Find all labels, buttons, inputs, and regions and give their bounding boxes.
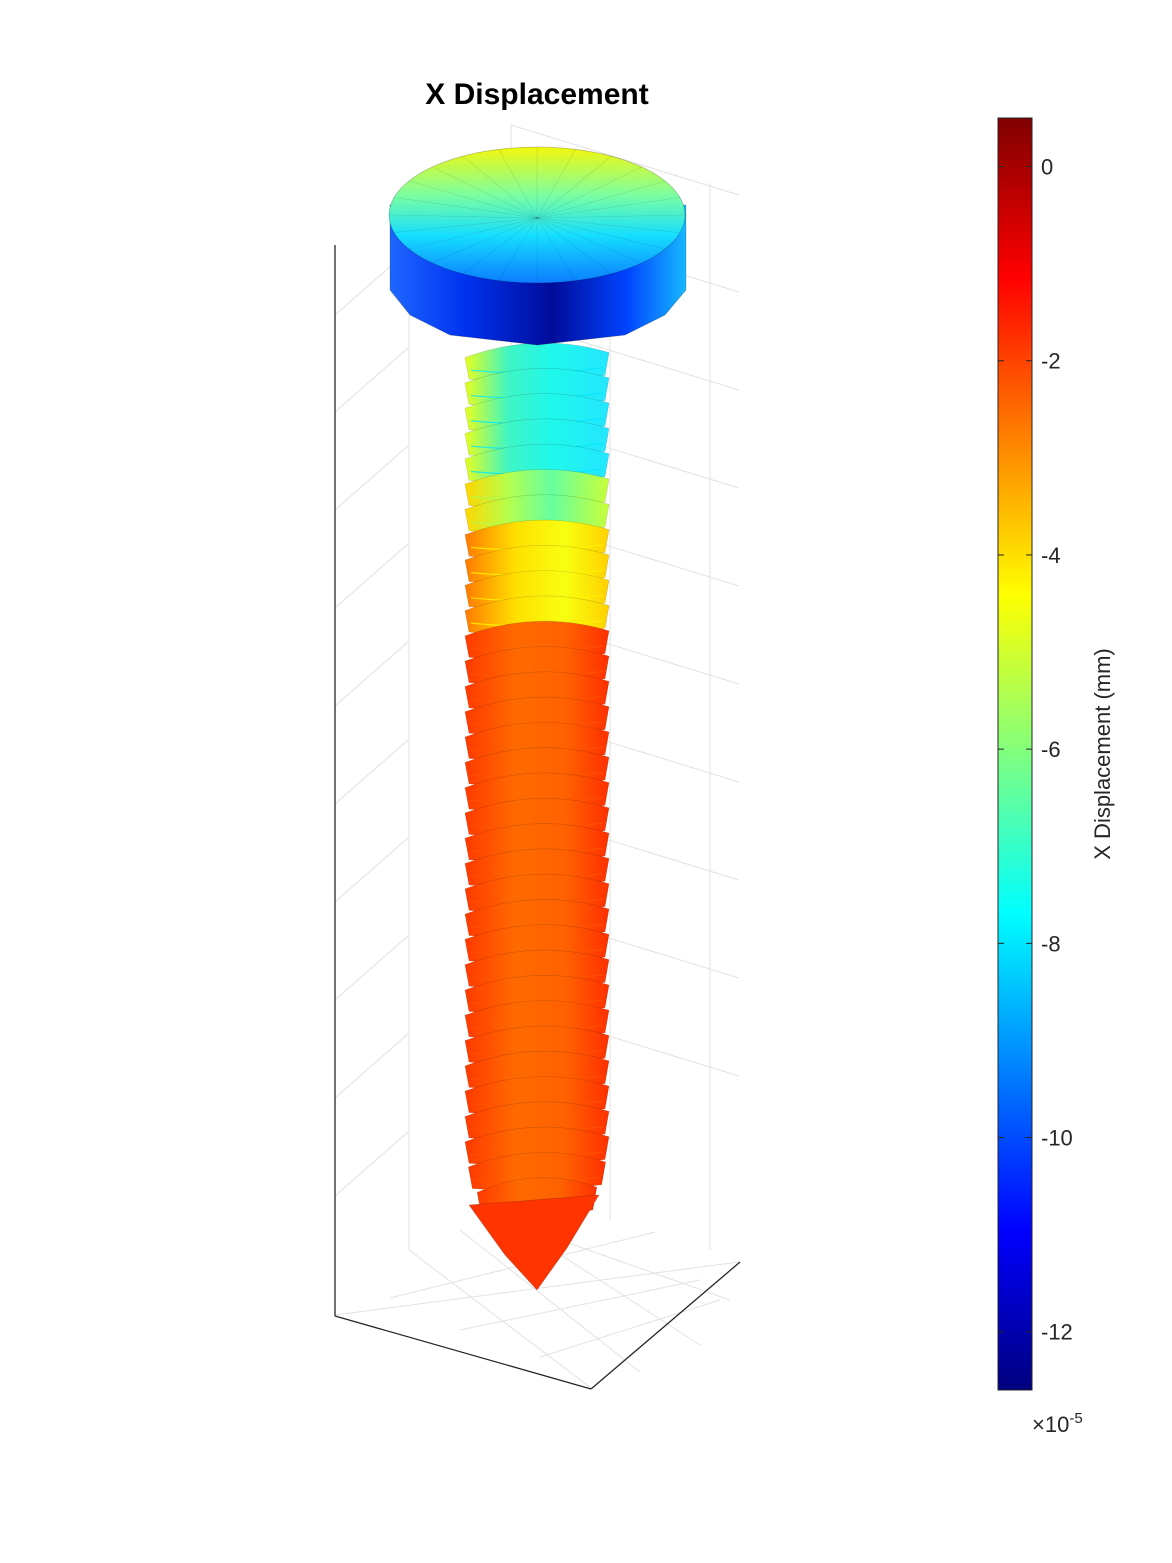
grid-floor-y-0 (459, 1229, 641, 1373)
head-mesh-line (388, 214, 538, 219)
grid-line-left-3 (334, 542, 410, 609)
grid-floor-y-2 (559, 1239, 731, 1301)
colorbar-tick-label: -6 (1041, 737, 1061, 762)
head-mesh-line (462, 155, 538, 219)
colorbar-gradient (997, 117, 1033, 1391)
head-mesh-line (462, 217, 538, 275)
grid-line-left-2 (334, 444, 410, 511)
colorbar-tick-label: -4 (1041, 543, 1061, 568)
head-mesh-line (432, 166, 538, 219)
grid-line-left-4 (334, 640, 410, 707)
grid-floor-1 (408, 1249, 592, 1389)
screw-head-top (388, 146, 686, 284)
head-mesh-line (536, 155, 612, 219)
head-mesh-line (498, 149, 538, 219)
colorbar: 0 -2 -4 -6 -8 -10 -12 X Displacement (mm) ×10-5 (997, 117, 1115, 1437)
head-mesh-line (394, 217, 538, 233)
screw-surface (388, 146, 687, 1291)
colorbar-tick-label: -2 (1041, 349, 1061, 374)
colorbar-tick-label: -8 (1041, 931, 1061, 956)
colorbar-label: X Displacement (mm) (1090, 648, 1115, 859)
grid-line-left-8 (334, 1032, 410, 1099)
grid-line-left-5 (334, 738, 410, 805)
screw-tip (468, 1194, 600, 1291)
head-mesh-line (394, 197, 538, 219)
head-mesh-line (536, 180, 666, 219)
head-mesh-line (536, 166, 642, 219)
y-axis-line (590, 1261, 741, 1390)
head-mesh-line (536, 149, 576, 219)
head-mesh-line (536, 217, 680, 233)
grid-floor-x-2 (539, 1299, 721, 1358)
grid-floor-x-1 (459, 1279, 701, 1331)
head-mesh-line (408, 180, 538, 219)
head-mesh-line (536, 214, 686, 219)
head-mesh-line (536, 217, 612, 275)
x-axis-line (334, 1315, 592, 1390)
colorbar-tick-label: -12 (1041, 1320, 1073, 1345)
grid-line-left-1 (334, 346, 410, 413)
title: X Displacement (425, 78, 648, 111)
head-mesh-line (498, 217, 538, 281)
head-mesh-line (536, 197, 680, 219)
head-mesh-line (536, 217, 642, 264)
colorbar-tick-label: 0 (1041, 155, 1053, 180)
chart-title: X Displacement (425, 78, 648, 111)
grid-line-left-9 (334, 1130, 410, 1197)
colorbar-exponent: ×10-5 (1032, 1410, 1083, 1437)
colorbar-tick-label: -10 (1041, 1126, 1073, 1151)
colorbar-exponent-power: -5 (1069, 1410, 1082, 1427)
grid-line-left-6 (334, 836, 410, 903)
head-mesh-line (432, 217, 538, 264)
head-mesh-line (408, 217, 538, 250)
head-mesh-line (536, 217, 666, 250)
head-mesh-line (536, 217, 576, 281)
grid-line-left-7 (334, 934, 410, 1001)
grid-line-back-0 (510, 124, 740, 196)
